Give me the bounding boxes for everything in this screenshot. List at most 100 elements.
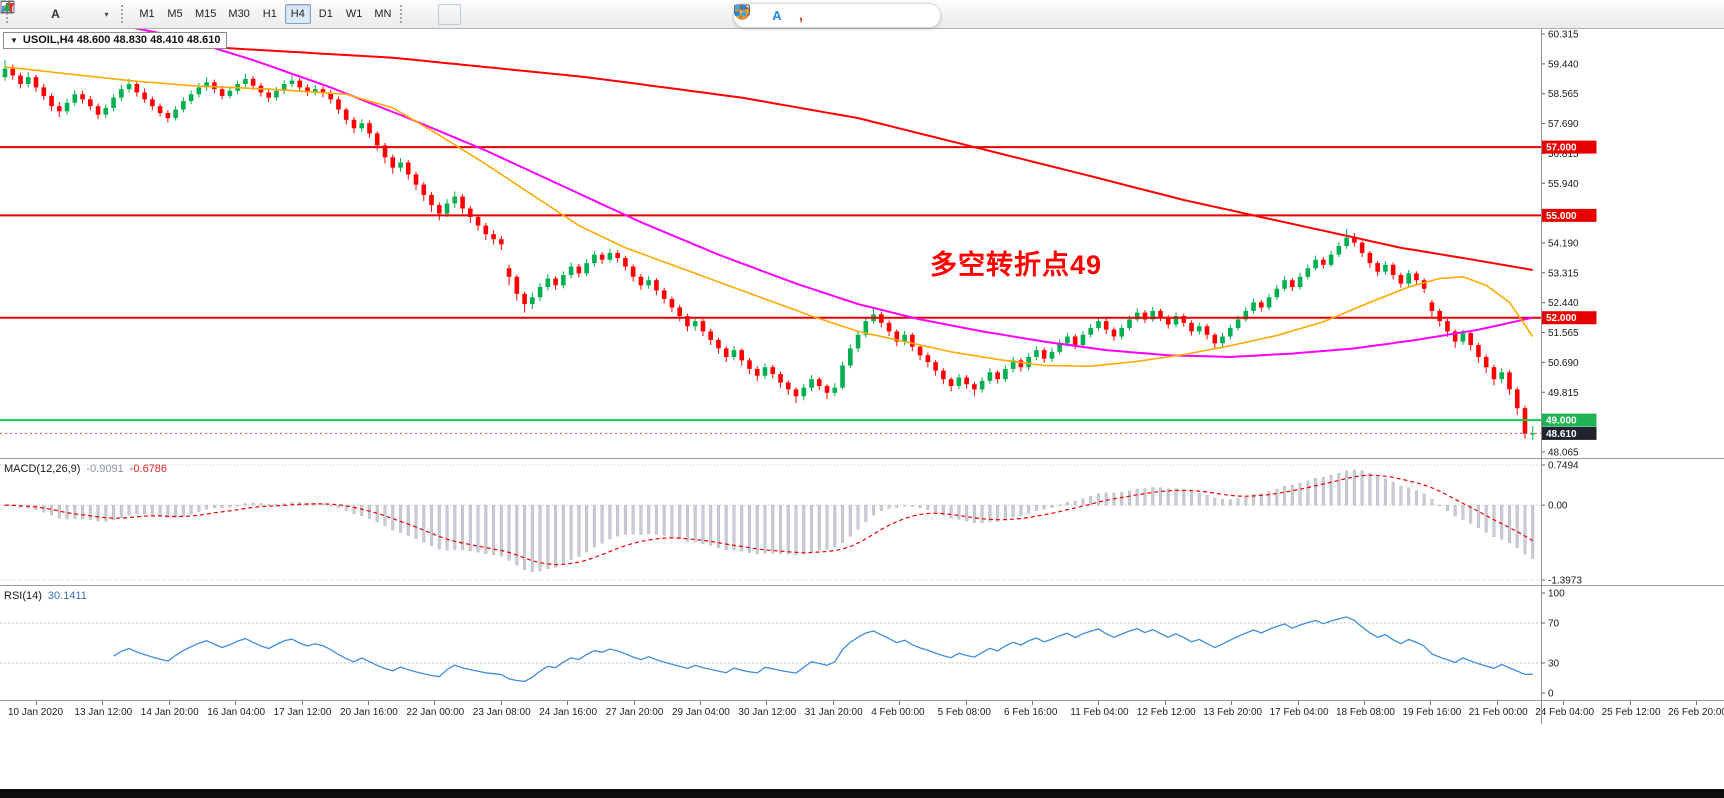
time-label: 24 Jan 16:00 <box>539 707 598 718</box>
svg-text:100: 100 <box>1548 589 1565 600</box>
time-tick <box>500 701 502 705</box>
ma-mid-line <box>134 29 1533 359</box>
time-tick <box>1629 701 1631 705</box>
macd-panel[interactable]: 0.7494 0.00 -1.3973 MACD(12,26,9) -0.9091 … <box>0 458 1724 585</box>
chart-annotation: 多空转折点49 <box>930 250 1103 280</box>
svg-text:51.565: 51.565 <box>1548 328 1579 339</box>
time-tick <box>1098 701 1100 705</box>
svg-text:48.610: 48.610 <box>1546 429 1577 440</box>
time-label: 12 Feb 12:00 <box>1136 707 1196 718</box>
price-axis-separator[interactable] <box>1541 29 1542 724</box>
time-label: 6 Feb 16:00 <box>1004 707 1058 718</box>
svg-text:50.690: 50.690 <box>1548 358 1579 369</box>
ma-slow-line <box>4 40 1533 271</box>
chart-window-button[interactable] <box>0 1 92 25</box>
ime-punctuation-icon[interactable]: , <box>798 6 804 24</box>
price-axis-labels: 60.315 59.440 58.565 57.690 56.815 55.940 55.0… <box>1541 30 1579 458</box>
svg-text:52.000: 52.000 <box>1546 313 1577 324</box>
time-label: 25 Feb 12:00 <box>1601 707 1661 718</box>
main-chart-panel[interactable]: 60.315 59.440 58.565 57.690 56.815 55.940 55.0… <box>0 29 1724 458</box>
ime-language-toggle-icon[interactable]: A <box>772 8 782 23</box>
timeframe-mn[interactable]: MN <box>369 4 396 24</box>
text-tool-button[interactable]: A <box>44 4 67 25</box>
horizontal-lines[interactable] <box>0 146 1541 422</box>
toolbar-grip-3[interactable] <box>400 5 406 23</box>
time-label: 16 Jan 04:00 <box>207 707 266 718</box>
candles-layer <box>2 60 1536 441</box>
timeframe-m5[interactable]: M5 <box>162 4 188 24</box>
time-tick <box>368 701 369 705</box>
time-tick <box>700 701 701 705</box>
svg-text:0.00: 0.00 <box>1548 501 1568 512</box>
time-axis[interactable]: 10 Jan 2020 13 Jan 12:00 14 Jan 20:00 16 Ja… <box>0 700 1724 724</box>
time-tick <box>1297 701 1299 705</box>
time-tick <box>36 701 37 705</box>
rsi-axis-labels: 100 70 30 0 <box>0 589 1565 700</box>
toolbar-grip[interactable] <box>6 5 12 23</box>
macd-canvas[interactable]: 0.7494 0.00 -1.3973 <box>0 460 1724 585</box>
time-label: 31 Jan 20:00 <box>804 707 863 718</box>
ime-toolbox-icon[interactable] <box>735 5 905 24</box>
indicators-button[interactable] <box>2 3 462 25</box>
timeframe-h4[interactable]: H4 <box>284 4 311 24</box>
svg-text:53.315: 53.315 <box>1548 268 1579 279</box>
ime-voice-icon[interactable] <box>736 5 857 24</box>
time-tick <box>168 701 170 705</box>
toolbar-grip-2[interactable] <box>121 5 127 23</box>
draw-tools-dropdown[interactable]: ▾ <box>1 1 117 25</box>
time-label: 21 Feb 00:00 <box>1468 707 1528 718</box>
time-tick <box>1696 701 1697 705</box>
time-label: 17 Jan 12:00 <box>273 707 332 718</box>
svg-text:55.940: 55.940 <box>1548 179 1579 190</box>
time-label: 13 Feb 20:00 <box>1203 707 1263 718</box>
price-chart-canvas[interactable]: 60.315 59.440 58.565 57.690 56.815 55.940 55.0… <box>0 29 1724 458</box>
svg-text:49.000: 49.000 <box>1546 416 1577 427</box>
charts-grid-button[interactable] <box>0 0 42 25</box>
macd-signal-line <box>4 474 1534 566</box>
macd-main-value: -0.9091 <box>86 463 124 475</box>
collapse-arrow-icon[interactable]: ▼ <box>10 36 18 45</box>
ime-toolbar: S A , <box>733 3 941 28</box>
rsi-panel[interactable]: 100 70 30 0 RSI(14) 30.1411 <box>0 585 1724 700</box>
rsi-canvas[interactable]: 100 70 30 0 <box>0 587 1724 700</box>
svg-text:56.815: 56.815 <box>1548 149 1579 160</box>
taskbar-strip <box>0 789 1724 798</box>
time-label: 10 Jan 2020 <box>8 707 64 718</box>
timeframe-d1[interactable]: D1 <box>313 4 339 24</box>
timeframe-group: M1 M5 M15 M30 H1 H4 D1 W1 MN <box>133 4 397 24</box>
ime-emoji-icon[interactable] <box>734 4 833 24</box>
time-label: 11 Feb 04:00 <box>1070 707 1129 718</box>
dropdown-arrow-icon: ▾ <box>104 9 109 19</box>
time-label: 18 Feb 08:00 <box>1336 707 1395 718</box>
timeframe-w1[interactable]: W1 <box>341 4 368 24</box>
timeframe-h1[interactable]: H1 <box>257 4 283 24</box>
svg-text:57.000: 57.000 <box>1546 143 1577 154</box>
status-area <box>0 724 1724 789</box>
time-tick <box>633 701 635 705</box>
ime-apps-grid-icon[interactable] <box>735 5 929 24</box>
time-label: 27 Jan 20:00 <box>605 707 664 718</box>
time-label: 29 Jan 04:00 <box>672 707 730 718</box>
svg-text:30: 30 <box>1548 659 1560 670</box>
time-tick <box>766 701 768 705</box>
svg-text:60.315: 60.315 <box>1548 30 1579 41</box>
timeframe-m1[interactable]: M1 <box>134 4 160 24</box>
svg-text:55.000: 55.000 <box>1546 211 1577 222</box>
timeframe-m30[interactable]: M30 <box>223 4 254 24</box>
time-tick <box>832 701 834 705</box>
ime-keyboard-icon[interactable] <box>734 4 881 24</box>
time-tick <box>1032 701 1033 705</box>
svg-text:54.190: 54.190 <box>1548 239 1579 250</box>
time-tick <box>235 701 237 705</box>
svg-text:0.7494: 0.7494 <box>1548 461 1579 472</box>
indicators-icon <box>2 3 13 12</box>
chart-ohlc-info[interactable]: ▼ USOIL,H4 48.600 48.830 48.410 48.610 <box>3 32 228 49</box>
time-tick <box>1496 701 1498 705</box>
timeframe-m15[interactable]: M15 <box>190 4 221 24</box>
new-order-button[interactable] <box>4 3 436 25</box>
time-tick <box>1563 701 1565 705</box>
time-tick <box>965 701 967 705</box>
rsi-value: 30.1411 <box>47 590 87 602</box>
time-tick <box>301 701 303 705</box>
svg-text:58.565: 58.565 <box>1548 89 1579 100</box>
